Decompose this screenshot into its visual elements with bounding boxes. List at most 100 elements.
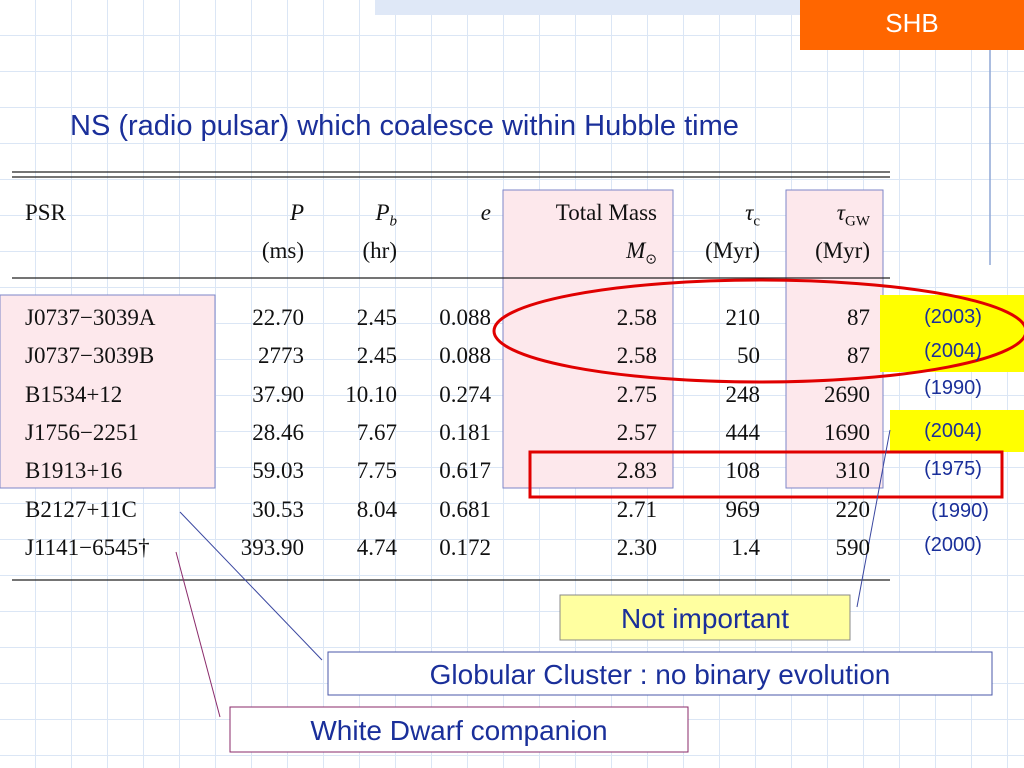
year-label: (1990) bbox=[931, 500, 989, 522]
unit-label: (Myr) bbox=[705, 238, 760, 263]
table-cell: 2.75 bbox=[616, 382, 657, 407]
pointer bbox=[856, 429, 891, 608]
table-cell: 8.04 bbox=[356, 497, 397, 522]
table-cell: 4.74 bbox=[356, 535, 397, 560]
header-sub: b bbox=[389, 213, 398, 230]
column-header: Pb bbox=[375, 200, 397, 231]
title: NS (radio pulsar) which coalesce within … bbox=[70, 110, 739, 142]
year-label: (2000) bbox=[924, 534, 982, 556]
table-cell: 30.53 bbox=[252, 497, 304, 522]
unit-label: (hr) bbox=[362, 238, 397, 263]
table-cell: 2.57 bbox=[616, 420, 657, 445]
column-unit: M⊙ bbox=[626, 238, 657, 269]
table-cell: 50 bbox=[737, 343, 760, 368]
table-cell: 0.172 bbox=[439, 535, 491, 560]
table-cell: J1756−2251 bbox=[25, 420, 139, 445]
table-cell: B1913+16 bbox=[25, 458, 123, 483]
table-cell: 7.75 bbox=[356, 458, 397, 483]
table-cell: 108 bbox=[725, 458, 761, 483]
psr-highlight bbox=[0, 294, 216, 489]
table-cell: 2690 bbox=[824, 382, 870, 407]
pointer bbox=[179, 511, 323, 661]
unit-label: (Myr) bbox=[815, 238, 870, 263]
unit-label: (ms) bbox=[261, 238, 304, 263]
table-cell: B2127+11C bbox=[25, 497, 137, 522]
column-header: τc bbox=[745, 200, 760, 231]
table-cell: 0.181 bbox=[439, 420, 491, 445]
year-label: (1975) bbox=[924, 458, 982, 480]
table-cell: 248 bbox=[725, 382, 761, 407]
header-label: P bbox=[289, 200, 304, 225]
header-label: e bbox=[480, 200, 491, 225]
table-cell: 22.70 bbox=[252, 305, 304, 330]
header-sub: c bbox=[753, 213, 760, 230]
note-box bbox=[327, 651, 993, 696]
year-label: (1990) bbox=[924, 377, 982, 399]
table-cell: 1.4 bbox=[731, 535, 760, 560]
header-sub: GW bbox=[845, 213, 870, 230]
header-label: Total Mass bbox=[555, 200, 657, 225]
table-cell: 2773 bbox=[258, 343, 304, 368]
table-cell: 2.58 bbox=[616, 305, 657, 330]
table-cell: 10.10 bbox=[345, 382, 397, 407]
table-cell: B1534+12 bbox=[25, 382, 123, 407]
table-cell: 0.088 bbox=[439, 343, 491, 368]
column-unit: (hr) bbox=[363, 238, 397, 264]
table-cell: 0.274 bbox=[439, 382, 491, 407]
top-band bbox=[375, 0, 800, 15]
table-cell: 310 bbox=[835, 458, 871, 483]
table-cell: 0.088 bbox=[439, 305, 491, 330]
note-box bbox=[559, 594, 851, 641]
note-text: Not important bbox=[620, 603, 790, 634]
table-cell: 2.30 bbox=[616, 535, 657, 560]
table-cell: 590 bbox=[835, 535, 871, 560]
table-cell: 87 bbox=[847, 343, 870, 368]
year-label: (2004) bbox=[924, 340, 982, 362]
table-cell: 0.617 bbox=[439, 458, 491, 483]
mass-highlight bbox=[502, 189, 674, 489]
column-header: τGW bbox=[837, 200, 870, 231]
tag-box bbox=[800, 0, 1024, 50]
table-cell: 1690 bbox=[824, 420, 870, 445]
table-cell: 87 bbox=[847, 305, 870, 330]
table-cell: 2.45 bbox=[356, 305, 397, 330]
unit-label: M bbox=[626, 238, 646, 263]
header-label: PSR bbox=[25, 200, 66, 225]
header-label: τ bbox=[745, 200, 754, 225]
column-header: P bbox=[290, 200, 304, 226]
column-header: PSR bbox=[25, 200, 66, 226]
table-cell: 59.03 bbox=[252, 458, 304, 483]
tag: SHB bbox=[885, 8, 939, 38]
column-header: e bbox=[481, 200, 491, 226]
table-cell: J0737−3039B bbox=[25, 343, 155, 368]
year-highlight bbox=[890, 410, 1024, 452]
column-unit: (ms) bbox=[262, 238, 304, 264]
table-cell: 2.71 bbox=[616, 497, 657, 522]
table-cell: 2.58 bbox=[616, 343, 657, 368]
column-unit: (Myr) bbox=[815, 238, 870, 264]
table-cell: 444 bbox=[725, 420, 761, 445]
table-cell: J1141−6545† bbox=[25, 535, 150, 560]
table-cell: J0737−3039A bbox=[25, 305, 156, 330]
note-text: Globular Cluster : no binary evolution bbox=[429, 659, 891, 690]
table-cell: 2.45 bbox=[356, 343, 397, 368]
table-cell: 969 bbox=[725, 497, 761, 522]
note-text: White Dwarf companion bbox=[310, 715, 608, 746]
year-label: (2003) bbox=[924, 306, 982, 328]
table-cell: 7.67 bbox=[356, 420, 397, 445]
unit-sub: ⊙ bbox=[645, 252, 657, 268]
table-cell: 220 bbox=[835, 497, 871, 522]
pointer bbox=[175, 551, 221, 718]
table-cell: 37.90 bbox=[252, 382, 304, 407]
header-label: P bbox=[375, 200, 390, 225]
table-cell: 210 bbox=[725, 305, 761, 330]
box-highlight bbox=[528, 450, 1004, 499]
table-cell: 28.46 bbox=[252, 420, 304, 445]
note-box bbox=[229, 706, 689, 753]
tgw-highlight bbox=[785, 189, 884, 489]
column-header: Total Mass bbox=[556, 200, 657, 226]
table-cell: 393.90 bbox=[240, 535, 304, 560]
column-unit: (Myr) bbox=[705, 238, 760, 264]
